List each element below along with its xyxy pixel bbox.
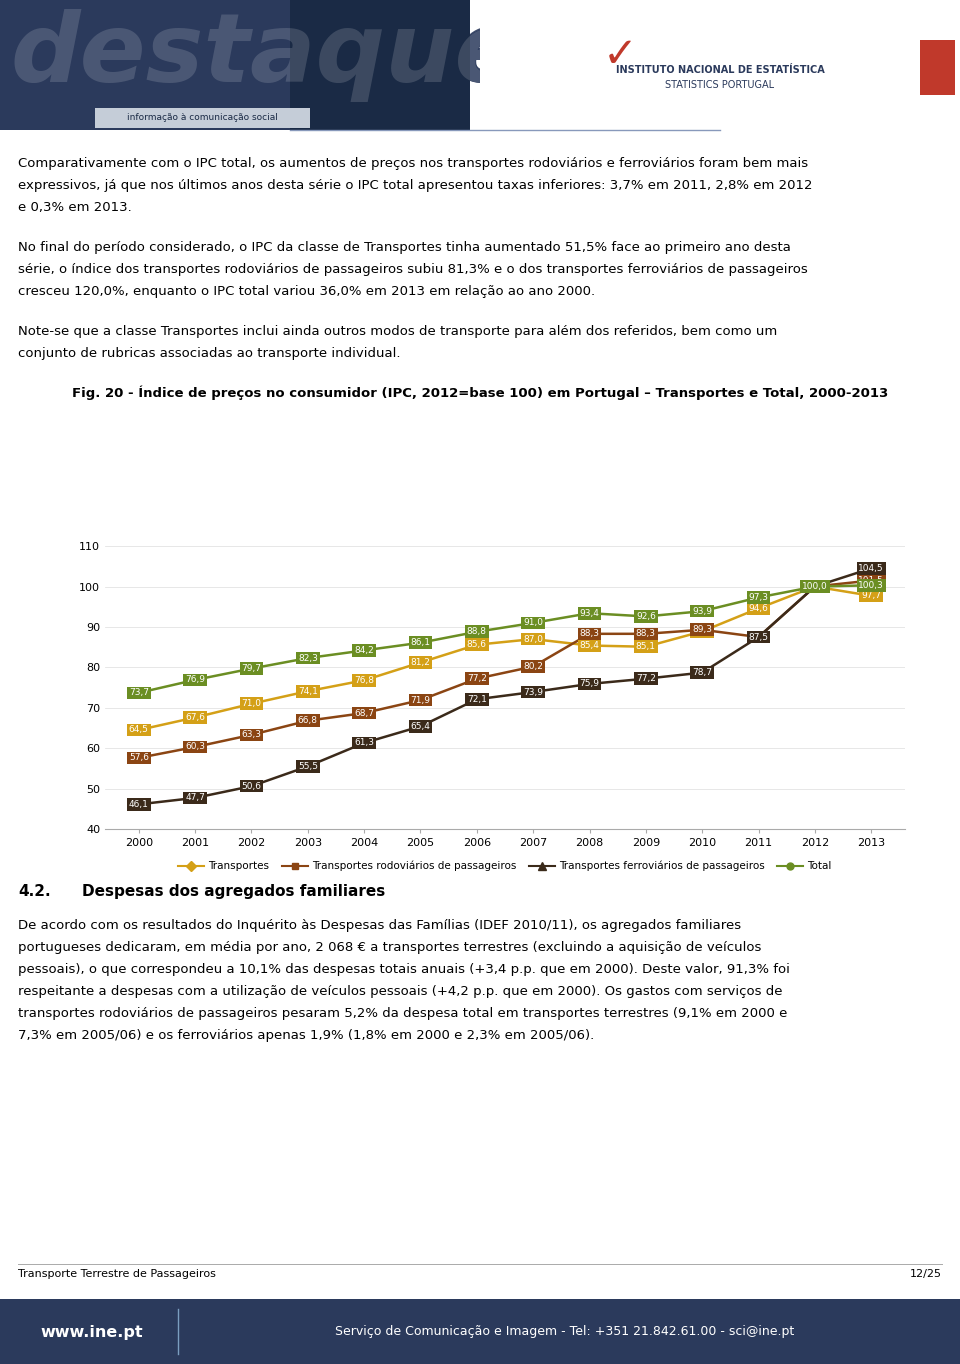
Text: 78,7: 78,7 [692, 668, 712, 677]
Text: 55,5: 55,5 [298, 762, 318, 771]
Text: 91,0: 91,0 [523, 618, 543, 627]
Text: 61,3: 61,3 [354, 738, 374, 747]
Text: cresceu 120,0%, enquanto o IPC total variou 36,0% em 2013 em relação ao ano 2000: cresceu 120,0%, enquanto o IPC total var… [18, 285, 595, 297]
Text: STATISTICS PORTUGAL: STATISTICS PORTUGAL [665, 80, 775, 90]
Text: Note-se que a classe Transportes inclui ainda outros modos de transporte para al: Note-se que a classe Transportes inclui … [18, 325, 778, 338]
Bar [480, 5, 910, 125]
Text: 93,9: 93,9 [692, 607, 712, 615]
Text: 50,6: 50,6 [242, 782, 261, 791]
Bar [95, 108, 310, 128]
Text: 87,5: 87,5 [749, 633, 769, 641]
Text: 100,0: 100,0 [802, 582, 828, 591]
Text: 64,5: 64,5 [129, 726, 149, 734]
Text: destaque: destaque [9, 8, 519, 101]
Text: www.ine.pt: www.ine.pt [40, 1324, 143, 1339]
Text: destaque: destaque [10, 7, 520, 101]
Text: 74,1: 74,1 [298, 686, 318, 696]
Text: portugueses dedicaram, em média por ano, 2 068 € a transportes terrestres (exclu: portugueses dedicaram, em média por ano,… [18, 941, 761, 953]
Text: 46,1: 46,1 [129, 799, 149, 809]
Text: destaque: destaque [10, 10, 520, 102]
Text: De acordo com os resultados do Inquérito às Despesas das Famílias (IDEF 2010/11): De acordo com os resultados do Inquérito… [18, 919, 741, 932]
Text: e 0,3% em 2013.: e 0,3% em 2013. [18, 201, 132, 214]
Text: ✓: ✓ [603, 34, 637, 76]
Text: Transporte Terrestre de Passageiros: Transporte Terrestre de Passageiros [18, 1269, 216, 1279]
Text: 87,5: 87,5 [749, 633, 769, 641]
Text: 47,7: 47,7 [185, 794, 205, 802]
Bar [0, 0, 465, 130]
Text: 77,2: 77,2 [636, 674, 656, 683]
Text: Comparativamente com o IPC total, os aumentos de preços nos transportes rodoviár: Comparativamente com o IPC total, os aum… [18, 157, 808, 170]
Text: 97,3: 97,3 [749, 593, 769, 602]
Text: 87,0: 87,0 [523, 634, 543, 644]
Text: 100,3: 100,3 [858, 581, 884, 589]
Text: 65,4: 65,4 [411, 722, 430, 731]
Text: 93,4: 93,4 [580, 608, 599, 618]
Text: 104,5: 104,5 [858, 563, 884, 573]
Bar [290, 0, 470, 130]
Text: 67,6: 67,6 [185, 713, 205, 722]
Text: 82,3: 82,3 [298, 653, 318, 663]
Text: 92,6: 92,6 [636, 612, 656, 621]
Text: 88,3: 88,3 [580, 629, 599, 638]
Text: 84,2: 84,2 [354, 647, 374, 655]
Text: 72,1: 72,1 [467, 694, 487, 704]
Bar [0, 1299, 960, 1364]
Text: expressivos, já que nos últimos anos desta série o IPC total apresentou taxas in: expressivos, já que nos últimos anos des… [18, 179, 812, 192]
Text: 76,8: 76,8 [354, 675, 374, 685]
Text: 71,9: 71,9 [411, 696, 430, 705]
Text: 89,3: 89,3 [692, 625, 712, 634]
Text: 66,8: 66,8 [298, 716, 318, 726]
Text: transportes rodoviários de passageiros pesaram 5,2% da despesa total em transpor: transportes rodoviários de passageiros p… [18, 1007, 787, 1020]
Text: 12/25: 12/25 [910, 1269, 942, 1279]
Text: 100,0: 100,0 [802, 582, 828, 591]
Text: destaque: destaque [11, 8, 521, 101]
Text: respeitante a despesas com a utilização de veículos pessoais (+4,2 p.p. que em 2: respeitante a despesas com a utilização … [18, 985, 782, 998]
Text: 63,3: 63,3 [242, 730, 261, 739]
Text: série, o índice dos transportes rodoviários de passageiros subiu 81,3% e o dos t: série, o índice dos transportes rodoviár… [18, 263, 807, 276]
Bar [920, 40, 955, 95]
Text: Despesas dos agregados familiares: Despesas dos agregados familiares [82, 884, 385, 899]
Text: 80,2: 80,2 [523, 662, 543, 671]
Text: 73,7: 73,7 [129, 689, 149, 697]
Text: 7,3% em 2005/06) e os ferroviários apenas 1,9% (1,8% em 2000 e 2,3% em 2005/06).: 7,3% em 2005/06) e os ferroviários apena… [18, 1028, 594, 1042]
Text: 86,1: 86,1 [411, 638, 430, 647]
Text: destaque: destaque [10, 8, 520, 101]
Text: conjunto de rubricas associadas ao transporte individual.: conjunto de rubricas associadas ao trans… [18, 346, 400, 360]
Text: 101,5: 101,5 [858, 576, 884, 585]
Text: 85,6: 85,6 [467, 640, 487, 649]
Text: 75,9: 75,9 [580, 679, 599, 689]
Text: 60,3: 60,3 [185, 742, 205, 752]
Text: Serviço de Comunicação e Imagem - Tel: +351 21.842.61.00 - sci@ine.pt: Serviço de Comunicação e Imagem - Tel: +… [335, 1326, 795, 1338]
Text: 94,6: 94,6 [749, 604, 768, 612]
Text: 88,3: 88,3 [636, 629, 656, 638]
Text: 85,1: 85,1 [636, 642, 656, 651]
Text: 77,2: 77,2 [467, 674, 487, 683]
Text: 73,9: 73,9 [523, 687, 543, 697]
Text: INSTITUTO NACIONAL DE ESTATÍSTICA: INSTITUTO NACIONAL DE ESTATÍSTICA [615, 65, 825, 75]
Text: informação à comunicação social: informação à comunicação social [127, 113, 277, 123]
Text: Fig. 20 - Índice de preços no consumidor (IPC, 2012=base 100) em Portugal – Tran: Fig. 20 - Índice de preços no consumidor… [72, 385, 888, 400]
Text: 68,7: 68,7 [354, 708, 374, 717]
Text: 57,6: 57,6 [129, 753, 149, 762]
Legend: Transportes, Transportes rodoviários de passageiros, Transportes ferroviários de: Transportes, Transportes rodoviários de … [174, 857, 836, 876]
Text: 76,9: 76,9 [185, 675, 205, 685]
Text: 97,7: 97,7 [861, 592, 881, 600]
Text: 88,8: 88,8 [467, 627, 487, 636]
Text: 79,7: 79,7 [242, 664, 261, 672]
Text: 81,2: 81,2 [411, 657, 430, 667]
Text: 4.2.: 4.2. [18, 884, 51, 899]
Text: 88,9: 88,9 [692, 627, 712, 636]
Text: No final do período considerado, o IPC da classe de Transportes tinha aumentado : No final do período considerado, o IPC d… [18, 241, 791, 254]
Text: 100,0: 100,0 [802, 582, 828, 591]
Text: pessoais), o que correspondeu a 10,1% das despesas totais anuais (+3,4 p.p. que : pessoais), o que correspondeu a 10,1% da… [18, 963, 790, 977]
Text: 71,0: 71,0 [242, 700, 261, 708]
Text: 85,4: 85,4 [580, 641, 599, 651]
Text: 100,0: 100,0 [802, 582, 828, 591]
